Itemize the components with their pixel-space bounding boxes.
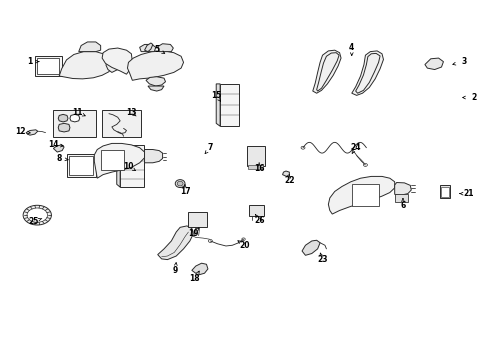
Polygon shape: [70, 114, 80, 122]
Ellipse shape: [23, 205, 51, 225]
Polygon shape: [424, 58, 443, 69]
Polygon shape: [58, 123, 70, 132]
Polygon shape: [59, 51, 112, 79]
Text: 11: 11: [72, 108, 83, 117]
Text: 7: 7: [207, 143, 213, 152]
Text: 18: 18: [189, 274, 200, 283]
Bar: [120, 145, 143, 187]
Text: 24: 24: [350, 143, 360, 152]
Text: 3: 3: [460, 57, 466, 66]
Ellipse shape: [81, 116, 84, 118]
Ellipse shape: [27, 208, 47, 222]
Text: 20: 20: [239, 241, 249, 250]
Polygon shape: [144, 149, 162, 163]
Polygon shape: [312, 50, 340, 93]
Bar: [439, 185, 449, 198]
Polygon shape: [58, 114, 68, 122]
Bar: [246, 145, 265, 166]
Polygon shape: [351, 51, 383, 95]
Bar: [102, 110, 141, 137]
Bar: [394, 194, 407, 202]
Text: 15: 15: [211, 91, 221, 100]
Text: 13: 13: [126, 108, 136, 117]
Polygon shape: [216, 84, 220, 126]
Polygon shape: [94, 143, 144, 178]
Polygon shape: [127, 51, 183, 80]
Polygon shape: [144, 43, 153, 51]
Bar: [101, 150, 124, 170]
Bar: [35, 56, 61, 76]
Bar: [66, 154, 96, 177]
Bar: [37, 58, 59, 74]
Polygon shape: [79, 42, 101, 51]
Text: 5: 5: [154, 45, 159, 54]
Bar: [248, 165, 263, 168]
Polygon shape: [26, 130, 38, 135]
Text: 1: 1: [27, 57, 33, 66]
Text: 26: 26: [253, 216, 264, 225]
Polygon shape: [102, 48, 132, 74]
Polygon shape: [394, 183, 410, 195]
Text: 8: 8: [57, 154, 62, 163]
Bar: [69, 156, 93, 175]
Polygon shape: [140, 44, 156, 51]
Polygon shape: [117, 145, 120, 187]
Text: 17: 17: [179, 187, 190, 196]
Polygon shape: [328, 176, 394, 214]
Text: 23: 23: [317, 255, 327, 264]
Text: 22: 22: [284, 176, 294, 185]
Polygon shape: [158, 44, 173, 51]
Polygon shape: [302, 240, 320, 255]
Ellipse shape: [177, 181, 183, 186]
Text: 4: 4: [348, 43, 354, 52]
Text: 25: 25: [29, 217, 39, 226]
Bar: [220, 84, 238, 126]
Text: 19: 19: [188, 229, 198, 238]
Polygon shape: [146, 77, 165, 86]
Bar: [188, 212, 206, 227]
Text: 6: 6: [400, 201, 405, 210]
Polygon shape: [148, 86, 163, 91]
Bar: [249, 205, 264, 216]
Polygon shape: [106, 55, 127, 72]
Polygon shape: [282, 171, 289, 176]
Bar: [440, 187, 448, 197]
Polygon shape: [158, 226, 193, 260]
Text: 12: 12: [15, 127, 25, 136]
Text: 9: 9: [172, 266, 178, 275]
Bar: [351, 184, 378, 206]
Text: 16: 16: [253, 164, 264, 173]
Polygon shape: [53, 145, 64, 152]
Text: 10: 10: [123, 162, 133, 171]
Bar: [53, 110, 96, 137]
Text: 21: 21: [463, 189, 473, 198]
Polygon shape: [191, 263, 207, 275]
Ellipse shape: [175, 180, 184, 188]
Text: 14: 14: [48, 140, 59, 149]
Text: 2: 2: [470, 93, 475, 102]
